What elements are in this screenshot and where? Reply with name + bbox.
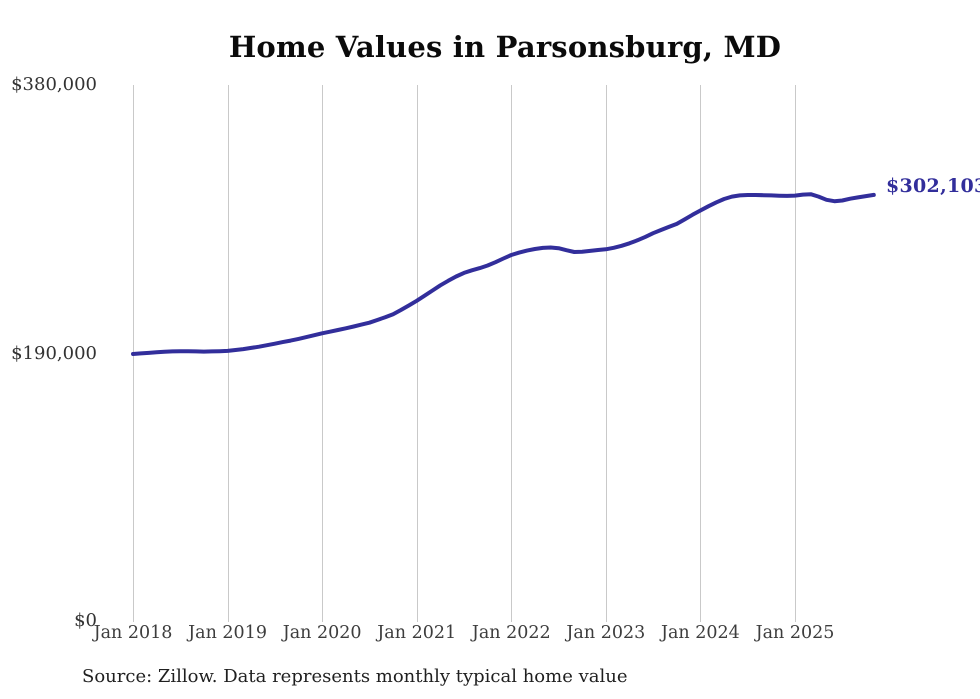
x-tick-label: Jan 2020 bbox=[282, 623, 362, 643]
y-tick-0: $0 bbox=[74, 610, 97, 631]
x-tick-label: Jan 2019 bbox=[188, 623, 267, 643]
gridline-jan-2024 bbox=[700, 85, 702, 622]
x-tick-label: Jan 2018 bbox=[93, 623, 173, 643]
gridline-jan-2019 bbox=[227, 85, 229, 622]
gridline-jan-2023 bbox=[605, 85, 607, 622]
x-tick-label: Jan 2021 bbox=[377, 623, 457, 643]
latest-value-label: $302,103 bbox=[886, 175, 980, 197]
home-value-line bbox=[131, 192, 876, 356]
x-tick-label: Jan 2024 bbox=[660, 623, 740, 643]
source-note: Source: Zillow. Data represents monthly … bbox=[82, 666, 628, 687]
y-tick-190000: $190,000 bbox=[11, 343, 97, 364]
gridline-jan-2025 bbox=[794, 85, 796, 622]
gridline-jan-2020 bbox=[322, 85, 324, 622]
x-tick-label: Jan 2023 bbox=[566, 623, 646, 643]
gridline-jan-2022 bbox=[511, 85, 513, 622]
y-tick-380000: $380,000 bbox=[11, 74, 97, 95]
x-tick-label: Jan 2025 bbox=[755, 623, 835, 643]
gridline-jan-2021 bbox=[416, 85, 418, 622]
chart-title: Home Values in Parsonsburg, MD bbox=[228, 30, 782, 64]
x-tick-label: Jan 2022 bbox=[471, 623, 551, 643]
